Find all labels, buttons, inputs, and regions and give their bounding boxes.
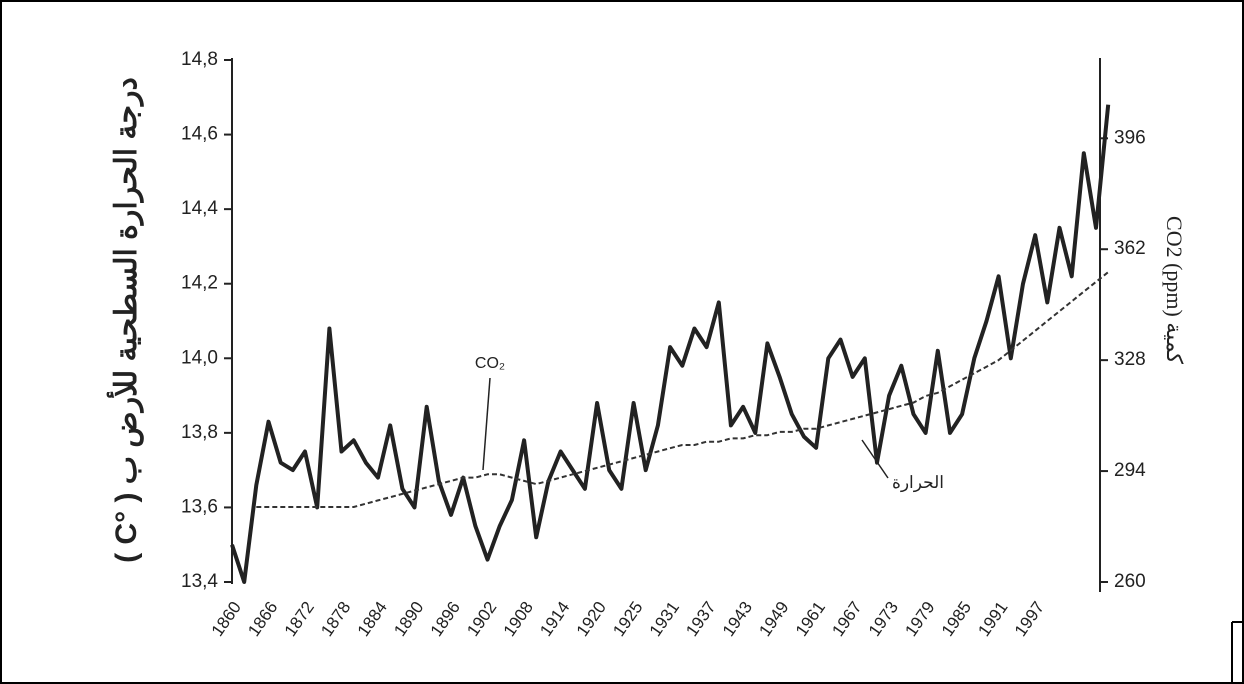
y2-tick-label: 362 [1114, 238, 1146, 259]
x-tick-label: 1973 [865, 598, 902, 640]
y-tick-label: 13,8 [181, 422, 218, 443]
y-tick-label: 14,4 [181, 198, 218, 219]
x-tick-label: 1908 [500, 598, 537, 640]
x-tick-label: 1937 [682, 598, 719, 640]
y2-tick-label: 260 [1114, 571, 1146, 592]
x-tick-label: 1860 [208, 598, 245, 640]
x-tick-label: 1890 [390, 598, 427, 640]
y-tick-label: 14,6 [181, 124, 218, 145]
y2-tick-label: 294 [1114, 460, 1146, 481]
x-tick-label: 1961 [792, 598, 829, 640]
y-axis-label: درجة الحرارة السطحية للأرض ب ( °C ) [107, 77, 144, 563]
x-tick-label: 1979 [901, 598, 938, 640]
x-tick-label: 1925 [609, 598, 646, 640]
x-tick-label: 1884 [354, 598, 391, 640]
x-tick-label: 1949 [755, 598, 792, 640]
x-tick-label: 1943 [719, 598, 756, 640]
annotation-leader [482, 377, 491, 471]
annotation: CO₂ [475, 355, 505, 372]
y-tick-label: 14,8 [181, 49, 218, 70]
x-tick-label: 1931 [646, 598, 683, 640]
y2-tick-label: 328 [1114, 349, 1146, 370]
x-tick-label: 1991 [974, 598, 1011, 640]
x-tick-label: 1902 [463, 598, 500, 640]
y-tick-label: 14,2 [181, 273, 218, 294]
y-tick-label: 13,6 [181, 496, 218, 517]
x-tick-label: 1920 [573, 598, 610, 640]
x-tick-label: 1967 [828, 598, 865, 640]
x-tick-label: 1914 [536, 598, 573, 640]
series-line [230, 104, 1111, 584]
x-tick-label: 1866 [244, 598, 281, 640]
x-tick-label: 1997 [1011, 598, 1048, 640]
x-tick-label: 1985 [938, 598, 975, 640]
annotation: الحرارة [892, 473, 944, 493]
y2-axis-label: كمية CO2 (ppm) [1162, 216, 1187, 364]
x-tick-label: 1878 [317, 598, 354, 640]
y-tick-label: 14,0 [181, 347, 218, 368]
y-tick-label: 13,4 [181, 571, 218, 592]
x-tick-label: 1872 [281, 598, 318, 640]
x-tick-label: 1896 [427, 598, 464, 640]
series-line [256, 271, 1109, 508]
y2-tick-label: 396 [1114, 127, 1146, 148]
